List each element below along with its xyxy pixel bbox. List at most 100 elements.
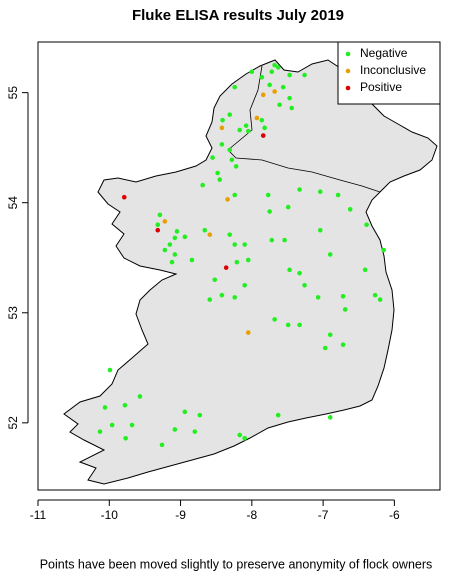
data-point — [182, 234, 188, 240]
data-point — [232, 192, 238, 198]
data-point — [262, 125, 267, 131]
data-point — [172, 252, 178, 257]
data-point — [381, 247, 386, 253]
data-point — [272, 317, 277, 322]
data-point — [242, 242, 248, 247]
legend-label: Positive — [360, 80, 402, 94]
data-point — [232, 295, 238, 300]
data-point — [302, 282, 307, 288]
data-point — [121, 194, 127, 200]
data-point — [317, 189, 323, 195]
data-point — [269, 69, 275, 75]
x-tick-label: -10 — [101, 508, 119, 522]
data-point — [317, 227, 323, 233]
data-point — [287, 267, 292, 273]
data-point — [340, 342, 346, 348]
legend-swatch — [345, 51, 351, 57]
data-point — [129, 422, 135, 428]
data-point — [259, 74, 265, 80]
data-point — [227, 232, 233, 237]
data-point — [285, 322, 291, 328]
data-point — [197, 412, 203, 418]
data-point — [219, 125, 225, 131]
legend: Negative Inconclusive Positive — [337, 41, 441, 105]
data-point — [302, 72, 307, 78]
data-point — [265, 192, 271, 198]
data-point — [285, 204, 291, 210]
legend-swatch — [345, 68, 351, 74]
data-point — [315, 295, 321, 300]
y-tick-label: 53 — [6, 306, 20, 320]
data-point — [220, 117, 225, 123]
data-point — [372, 292, 378, 298]
data-point — [322, 345, 328, 351]
x-tick-label: -9 — [175, 508, 186, 522]
data-point — [172, 427, 178, 432]
legend-swatch — [345, 85, 351, 91]
data-point — [207, 232, 213, 237]
x-tick-label: -8 — [246, 508, 257, 522]
data-point — [275, 412, 281, 418]
data-point — [287, 95, 292, 101]
data-point — [249, 69, 255, 75]
data-point — [245, 128, 251, 134]
data-point — [210, 155, 215, 160]
data-point — [342, 307, 348, 312]
data-point — [267, 82, 272, 88]
data-point — [232, 84, 238, 90]
x-tick-label: -7 — [318, 508, 329, 522]
data-point — [282, 237, 287, 243]
data-point — [259, 117, 265, 123]
data-point — [297, 270, 302, 276]
data-point — [155, 227, 161, 233]
data-point — [212, 277, 218, 283]
data-point — [340, 293, 346, 299]
data-point — [217, 177, 223, 182]
data-point — [245, 257, 251, 263]
border-line — [227, 65, 381, 193]
data-point — [237, 127, 243, 133]
data-point — [275, 65, 281, 70]
legend-label: Inconclusive — [360, 63, 426, 77]
data-point — [122, 402, 128, 408]
data-point — [347, 207, 353, 212]
data-point — [109, 422, 115, 428]
data-point — [234, 259, 240, 265]
data-point — [237, 432, 243, 438]
data-point — [287, 72, 292, 78]
data-point — [335, 192, 341, 198]
data-point — [229, 157, 235, 163]
legend-label: Negative — [360, 46, 408, 60]
x-tick-label: -11 — [30, 508, 47, 522]
data-point — [97, 429, 103, 434]
data-point — [269, 237, 275, 243]
data-point — [245, 330, 251, 335]
data-point — [169, 259, 175, 265]
data-point — [225, 197, 230, 202]
data-point — [202, 227, 208, 233]
data-point — [260, 133, 266, 138]
data-point — [192, 429, 198, 434]
y-tick-label: 55 — [6, 86, 20, 100]
data-point — [215, 170, 220, 176]
y-tick-label: 52 — [6, 416, 20, 430]
data-point — [162, 219, 168, 224]
data-point — [137, 394, 143, 399]
data-point — [123, 435, 128, 441]
data-point — [232, 242, 238, 247]
data-point — [362, 267, 368, 273]
data-point — [289, 105, 295, 111]
data-point — [297, 187, 302, 192]
ireland-outline — [63, 59, 438, 485]
data-point — [174, 229, 180, 234]
data-point — [233, 164, 239, 169]
data-point — [377, 297, 383, 302]
data-point — [219, 292, 225, 298]
legend-box — [337, 41, 441, 105]
data-point — [172, 235, 178, 241]
x-tick-label: -6 — [389, 508, 400, 522]
data-point — [243, 123, 249, 128]
data-point — [272, 89, 277, 94]
data-point — [227, 147, 233, 153]
chart-title: Fluke ELISA results July 2019 — [132, 7, 344, 24]
